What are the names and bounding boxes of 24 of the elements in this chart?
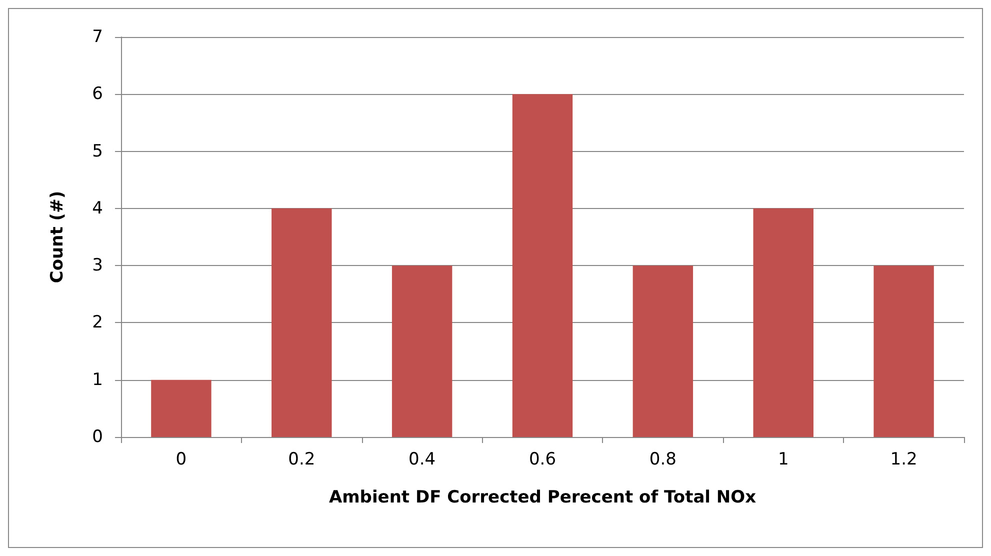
- x-tick-label: 0.6: [528, 450, 556, 470]
- y-axis-title: Count (#): [48, 190, 68, 284]
- x-tick-label: 1: [778, 450, 789, 470]
- bar: [753, 208, 814, 437]
- x-tick-label: 1.2: [890, 450, 918, 470]
- y-tick-label: 0: [92, 427, 103, 447]
- bar: [392, 266, 452, 437]
- bar: [151, 380, 212, 437]
- y-tick-label: 6: [92, 84, 103, 104]
- y-tick-label: 1: [92, 370, 103, 390]
- bar: [874, 266, 934, 437]
- bar: [632, 266, 694, 437]
- x-tick-label: 0: [176, 450, 187, 470]
- y-tick-label: 5: [92, 141, 103, 162]
- y-tick-label: 3: [92, 256, 103, 276]
- y-tick-label: 4: [92, 198, 103, 218]
- bar: [272, 208, 332, 437]
- y-tick-label: 7: [92, 27, 103, 47]
- x-tick-label: 0.4: [408, 450, 436, 470]
- bar: [512, 94, 573, 437]
- y-tick-label: 2: [92, 312, 103, 333]
- x-axis-title: Ambient DF Corrected Perecent of Total NOx: [328, 488, 756, 508]
- x-tick-label: 0.8: [649, 450, 676, 470]
- x-tick-label: 0.2: [288, 450, 316, 470]
